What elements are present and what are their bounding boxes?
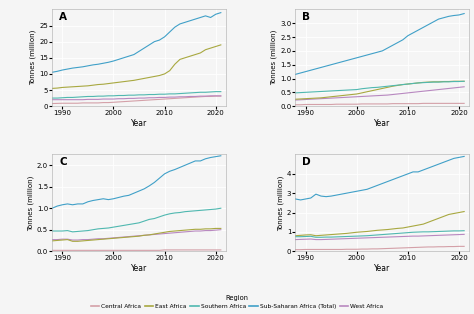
Y-axis label: Tonnes (million): Tonnes (million) (27, 175, 34, 230)
X-axis label: Year: Year (131, 119, 147, 128)
X-axis label: Year: Year (131, 264, 147, 273)
X-axis label: Year: Year (374, 119, 391, 128)
Y-axis label: Tonnes (million): Tonnes (million) (277, 175, 284, 230)
Text: B: B (302, 12, 310, 22)
Legend: Central Africa, East Africa, Southern Africa, Sub-Saharan Africa (Total), West A: Central Africa, East Africa, Southern Af… (88, 292, 386, 311)
X-axis label: Year: Year (374, 264, 391, 273)
Text: D: D (302, 157, 311, 167)
Y-axis label: Tonnes (million): Tonnes (million) (30, 30, 36, 85)
Text: C: C (59, 157, 67, 167)
Text: A: A (59, 12, 67, 22)
Y-axis label: Tonnes (million): Tonnes (million) (271, 30, 277, 85)
